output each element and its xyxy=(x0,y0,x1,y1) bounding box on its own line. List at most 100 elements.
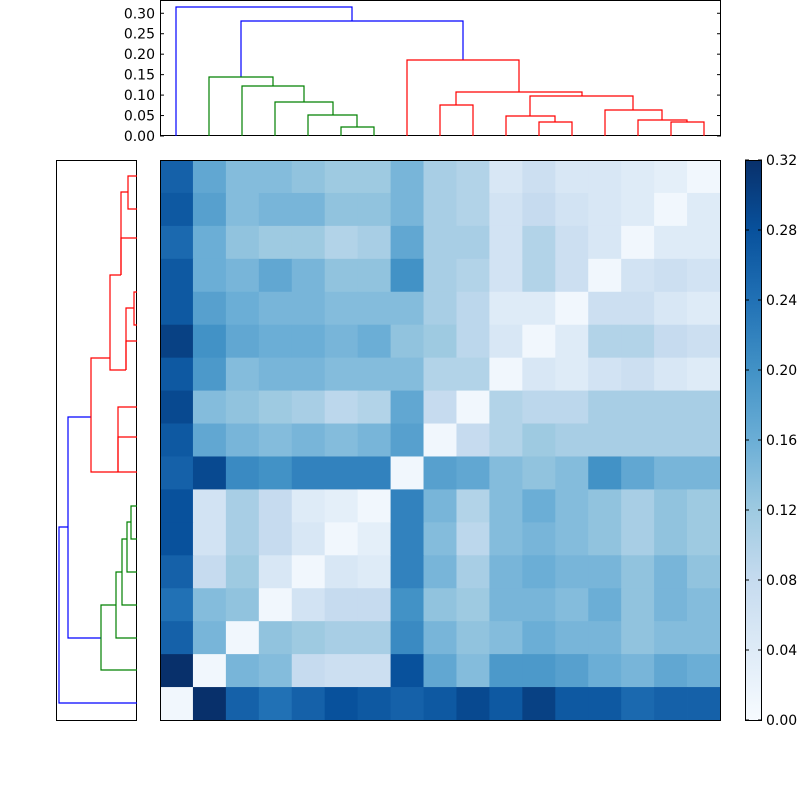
heatmap-cell xyxy=(588,456,622,490)
heatmap xyxy=(160,160,721,721)
heatmap-cell xyxy=(160,489,194,523)
heatmap-cell xyxy=(489,324,523,359)
left-dendrogram-link xyxy=(120,237,137,275)
heatmap-cell xyxy=(225,160,260,194)
colorbar-tick-label: 0.16 xyxy=(766,433,797,449)
heatmap-cell xyxy=(588,160,622,194)
left-dendrogram-link xyxy=(127,175,137,192)
heatmap-cell xyxy=(390,423,424,457)
heatmap-cell xyxy=(522,456,556,490)
top-dendrogram-link xyxy=(274,101,334,136)
heatmap-cell xyxy=(390,654,424,688)
heatmap-cell xyxy=(324,258,359,293)
heatmap-cell xyxy=(291,456,326,490)
heatmap-cell xyxy=(654,621,688,655)
heatmap-cell xyxy=(522,555,556,589)
heatmap-cell xyxy=(225,390,260,424)
heatmap-cell xyxy=(555,588,589,622)
heatmap-cell xyxy=(654,390,688,424)
heatmap-cell xyxy=(258,456,293,490)
heatmap-cell xyxy=(687,258,721,293)
heatmap-cell xyxy=(324,687,359,721)
heatmap-cell xyxy=(588,258,622,293)
heatmap-cell xyxy=(423,258,457,293)
heatmap-cell xyxy=(456,687,490,721)
heatmap-cell xyxy=(687,160,721,194)
heatmap-cell xyxy=(687,390,721,424)
heatmap-cell xyxy=(324,324,359,359)
heatmap-cell xyxy=(423,357,457,391)
heatmap-cell xyxy=(522,654,556,688)
heatmap-cell xyxy=(160,423,194,457)
heatmap-cell xyxy=(357,588,391,622)
heatmap-cell xyxy=(324,390,359,424)
left-dendrogram-link xyxy=(100,604,116,638)
left-dendrogram-link xyxy=(126,539,137,573)
left-dendrogram-link xyxy=(100,638,137,671)
heatmap-cell xyxy=(654,192,688,227)
heatmap-cell xyxy=(654,555,688,589)
top-dendrogram-link xyxy=(505,115,556,136)
heatmap-cell xyxy=(291,225,326,260)
heatmap-cell xyxy=(423,687,457,721)
top-dendrogram-link xyxy=(455,91,583,105)
heatmap-cell xyxy=(192,522,227,556)
heatmap-cell xyxy=(456,654,490,688)
heatmap-cell xyxy=(588,588,622,622)
heatmap-cell xyxy=(423,654,457,688)
heatmap-cell xyxy=(192,390,227,424)
heatmap-cell xyxy=(489,522,523,556)
top-dendrogram-link xyxy=(406,59,520,136)
colorbar-tick-label: 0.08 xyxy=(766,573,797,589)
heatmap-cell xyxy=(291,324,326,359)
heatmap-cell xyxy=(192,423,227,457)
heatmap-cell xyxy=(324,225,359,260)
top-dendrogram-link xyxy=(604,109,663,136)
heatmap-cell xyxy=(225,324,260,359)
left-dendrogram-link xyxy=(125,307,134,370)
heatmap-cell xyxy=(423,192,457,227)
heatmap-cell xyxy=(489,687,523,721)
colorbar-tick-label: 0.04 xyxy=(766,643,797,659)
heatmap-cell xyxy=(160,522,194,556)
heatmap-cell xyxy=(225,522,260,556)
left-dendrogram-link xyxy=(127,192,137,210)
heatmap-cell xyxy=(489,390,523,424)
top-dendrogram-link xyxy=(670,121,705,136)
heatmap-cell xyxy=(621,456,655,490)
left-dendrogram-link xyxy=(117,436,137,472)
heatmap-cell xyxy=(357,225,391,260)
heatmap-cell xyxy=(291,390,326,424)
heatmap-cell xyxy=(192,160,227,194)
heatmap-cell xyxy=(687,522,721,556)
heatmap-cell xyxy=(621,225,655,260)
heatmap-cell xyxy=(522,390,556,424)
heatmap-cell xyxy=(160,225,194,260)
heatmap-cell xyxy=(324,357,359,391)
top-dendrogram-link xyxy=(340,126,375,136)
heatmap-cell xyxy=(258,489,293,523)
top-dendrogram-tick-label: 0.10 xyxy=(124,88,155,104)
heatmap-cell xyxy=(588,423,622,457)
colorbar-tick-label: 0.20 xyxy=(766,363,797,379)
heatmap-cell xyxy=(423,588,457,622)
heatmap-cell xyxy=(621,621,655,655)
heatmap-cell xyxy=(192,456,227,490)
heatmap-cell xyxy=(654,522,688,556)
heatmap-cell xyxy=(588,687,622,721)
heatmap-cell xyxy=(456,456,490,490)
heatmap-cell xyxy=(192,555,227,589)
heatmap-cell xyxy=(687,225,721,260)
heatmap-cell xyxy=(621,588,655,622)
heatmap-cell xyxy=(588,522,622,556)
heatmap-cell xyxy=(258,291,293,326)
heatmap-cell xyxy=(489,588,523,622)
heatmap-frame xyxy=(160,160,721,721)
heatmap-cell xyxy=(324,456,359,490)
heatmap-cell xyxy=(555,489,589,523)
heatmap-cell xyxy=(687,687,721,721)
heatmap-cell xyxy=(390,225,424,260)
heatmap-cell xyxy=(654,258,688,293)
heatmap-cell xyxy=(291,160,326,194)
